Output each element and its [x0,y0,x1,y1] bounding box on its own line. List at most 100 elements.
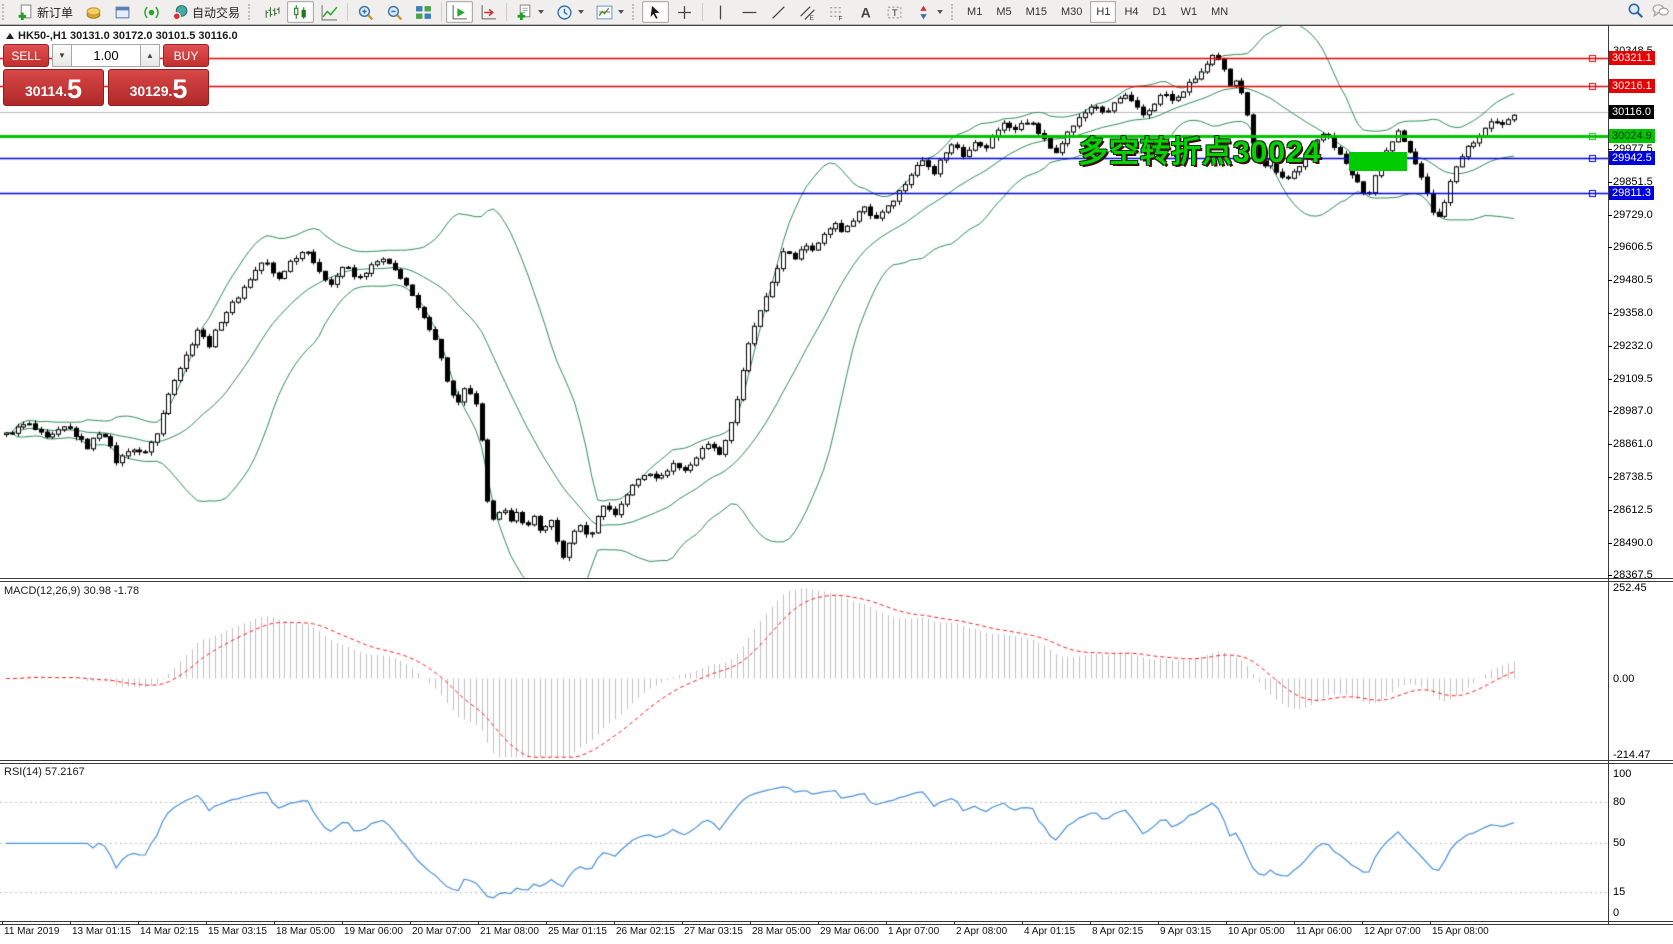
indicators-icon [516,4,533,21]
bar-chart-icon [263,4,280,21]
zoom-out-button[interactable] [381,1,408,23]
time-tick-mark [410,921,411,925]
pane-separator[interactable] [0,578,1673,579]
toolbar-grip [951,4,958,20]
buy-button[interactable]: BUY [163,44,209,67]
time-tick-mark [70,921,71,925]
horizontal-line-button[interactable] [736,1,763,23]
crosshair-button[interactable] [671,1,698,23]
vertical-line-button[interactable] [707,1,734,23]
new-order-label: 新订单 [37,5,74,20]
sell-price-dot: . [63,83,68,99]
time-tick-mark [750,921,751,925]
zoom-in-button[interactable] [352,1,379,23]
price-tick-mark [1608,246,1612,248]
toolbar-grip [2,4,9,20]
chart-shift-button[interactable] [475,1,502,23]
price-tick-label: 28367.5 [1613,568,1653,581]
candlestick-chart-button[interactable] [287,1,315,23]
price-tick-mark [1608,410,1612,412]
horizontal-line-icon [741,4,758,21]
hline-price-flag: 30321.1 [1609,50,1655,65]
pane-separator[interactable] [0,924,1673,925]
hline-price-flag: 30216.1 [1609,78,1655,93]
timeframe-m5-button[interactable]: M5 [996,6,1012,18]
new-order-icon [17,4,34,21]
sell-button[interactable]: SELL [3,44,49,67]
line-chart-button[interactable] [316,1,343,23]
hline-price-flag: 30024.9 [1609,129,1655,144]
dropdown-arrow-icon [618,10,625,14]
timeframe-d1-button[interactable]: D1 [1152,6,1167,18]
price-tick-mark [1608,510,1612,512]
time-axis-label: 11 Mar 2019 [4,926,60,937]
volume-stepper: ▼ ▲ [52,44,160,67]
macd-label: MACD(12,26,9) 30.98 -1.78 [4,585,140,597]
price-tick-mark [1608,346,1612,348]
auto-trading-button[interactable]: 自动交易 [167,1,245,23]
arrows-button[interactable] [910,1,948,23]
hline-price-flag: 29811.3 [1609,185,1654,200]
time-axis-label: 21 Mar 08:00 [480,926,539,937]
time-axis-label: 4 Apr 01:15 [1024,926,1076,937]
time-axis-label: 12 Apr 07:00 [1364,926,1421,937]
time-axis-label: 20 Mar 07:00 [412,926,471,937]
text-label-button[interactable]: T [881,1,908,23]
trendline-button[interactable] [765,1,792,23]
bar-chart-button[interactable] [258,1,285,23]
price-tick-label: 29729.0 [1613,208,1653,221]
pane-separator[interactable] [0,581,1673,582]
pane-separator[interactable] [0,763,1673,764]
templates-button[interactable] [591,1,629,23]
auto-scroll-button[interactable] [446,1,474,23]
time-tick-mark [886,921,887,925]
time-tick-mark [1090,921,1091,925]
tile-windows-button[interactable] [410,1,437,23]
rsi-axis-label: 50 [1613,837,1626,850]
timeframe-h1-button[interactable]: H1 [1090,1,1117,23]
search-icon[interactable] [1627,2,1644,19]
signals-button[interactable] [138,1,165,23]
time-axis-label: 1 Apr 07:00 [888,926,940,937]
timeframe-m15-button[interactable]: M15 [1025,6,1047,18]
volume-increase-button[interactable]: ▲ [140,44,160,67]
pane-separator[interactable] [0,921,1673,922]
new-order-button[interactable]: 新订单 [12,1,78,23]
pane-separator[interactable] [0,760,1673,761]
equidistant-channel-icon: E [799,4,816,21]
toolbar-grip [248,4,255,20]
text-button[interactable]: A [852,1,879,23]
collapse-panel-icon[interactable] [6,33,14,39]
timeframe-m1-button[interactable]: M1 [967,6,983,18]
svg-text:A: A [861,4,871,20]
time-tick-mark [274,921,275,925]
cursor-button[interactable] [642,1,670,23]
time-tick-mark [342,921,343,925]
chat-icon[interactable] [1652,2,1669,19]
fibonacci-button[interactable]: F [823,1,850,23]
timeframe-w1-button[interactable]: W1 [1180,6,1198,18]
volume-decrease-button[interactable]: ▼ [52,44,72,67]
terminal-button[interactable] [109,1,136,23]
indicators-button[interactable] [511,1,549,23]
sell-price-box[interactable]: 30114. 5 [3,69,104,106]
timeframe-m30-button[interactable]: M30 [1061,6,1083,18]
timeframe-mn-button[interactable]: MN [1211,6,1229,18]
channel-button[interactable]: E [794,1,821,23]
periods-button[interactable] [551,1,589,23]
price-chart-canvas[interactable] [0,25,1608,944]
svg-text:E: E [810,14,814,20]
volume-input[interactable] [72,44,140,67]
timeframe-h4-button[interactable]: H4 [1124,6,1139,18]
current-price-flag: 30116.0 [1609,105,1654,120]
chart-window: HK50-,H1 30131.0 30172.0 30101.5 30116.0… [0,25,1673,944]
time-axis-label: 13 Mar 01:15 [72,926,131,937]
green-rectangle-object[interactable] [1349,152,1407,171]
market-watch-button[interactable] [80,1,107,23]
buy-price-box[interactable]: 30129. 5 [108,69,209,106]
chart-text-annotation[interactable]: 多空转折点30024 [1078,136,1322,169]
sell-price-frac: 5 [67,74,83,104]
time-axis-label: 29 Mar 06:00 [820,926,879,937]
time-tick-mark [682,921,683,925]
price-tick-label: 29358.0 [1613,306,1653,319]
